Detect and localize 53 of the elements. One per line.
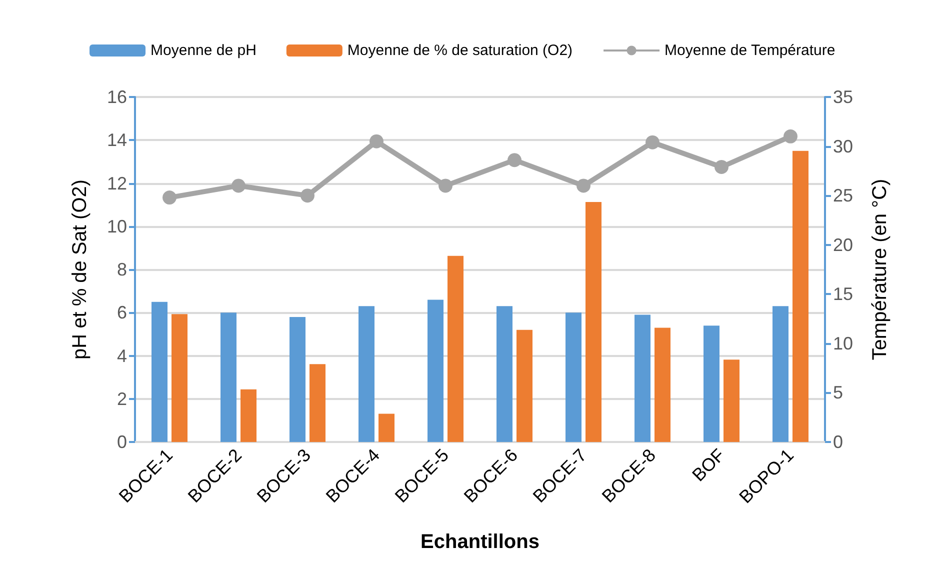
y-tick-label: 2 [116, 388, 127, 409]
bar [566, 312, 582, 442]
y-tick-label: 14 [106, 130, 127, 150]
bar [496, 306, 512, 442]
y2-tick-label: 35 [833, 87, 854, 107]
point [784, 129, 798, 144]
y-tick-label: 12 [106, 173, 127, 194]
bar [240, 389, 256, 442]
bar [634, 314, 650, 442]
y-tick-label: 6 [116, 302, 127, 323]
y2-tick-label: 5 [833, 382, 844, 403]
bar [428, 300, 444, 442]
bar [654, 328, 670, 442]
bar [290, 316, 306, 442]
bar [772, 306, 788, 442]
point [438, 178, 452, 193]
point [714, 160, 728, 174]
y-tick-label: 0 [116, 432, 127, 452]
bar [724, 360, 740, 442]
bar [172, 314, 188, 442]
point [162, 190, 176, 205]
bar [220, 312, 236, 442]
y2-tick-label: 10 [833, 333, 854, 354]
bar [586, 202, 602, 442]
legend-label: Moyenne de pH [150, 42, 256, 59]
bar [310, 364, 326, 442]
legend-label: Moyenne de Température [664, 42, 836, 59]
y-tick-label: 4 [116, 346, 127, 366]
y2-tick-label: 30 [833, 136, 854, 156]
y-tick-label: 8 [116, 260, 127, 280]
y-axis-title: pH et % de Sat (O2) [69, 179, 91, 360]
y-tick-label: 16 [106, 87, 127, 107]
bar [516, 330, 532, 442]
legend-label: Moyenne de % de saturation (O2) [347, 42, 573, 59]
point [300, 188, 314, 203]
bar [152, 302, 168, 442]
y2-tick-label: 20 [833, 234, 854, 255]
y2-tick-label: 15 [833, 284, 854, 304]
point [370, 134, 384, 148]
bar [358, 306, 374, 442]
y2-tick-label: 0 [833, 432, 844, 452]
bar [704, 326, 720, 442]
point [508, 153, 522, 168]
point [576, 178, 590, 193]
bar [448, 256, 464, 442]
bar [378, 414, 394, 442]
y2-tick-label: 25 [833, 186, 854, 206]
point [232, 178, 246, 193]
x-axis-title: Echantillons [420, 531, 540, 553]
point [646, 135, 660, 150]
bar [792, 150, 808, 442]
y2-axis-title: Température (en °C) [869, 178, 891, 360]
y-tick-label: 10 [106, 216, 127, 236]
